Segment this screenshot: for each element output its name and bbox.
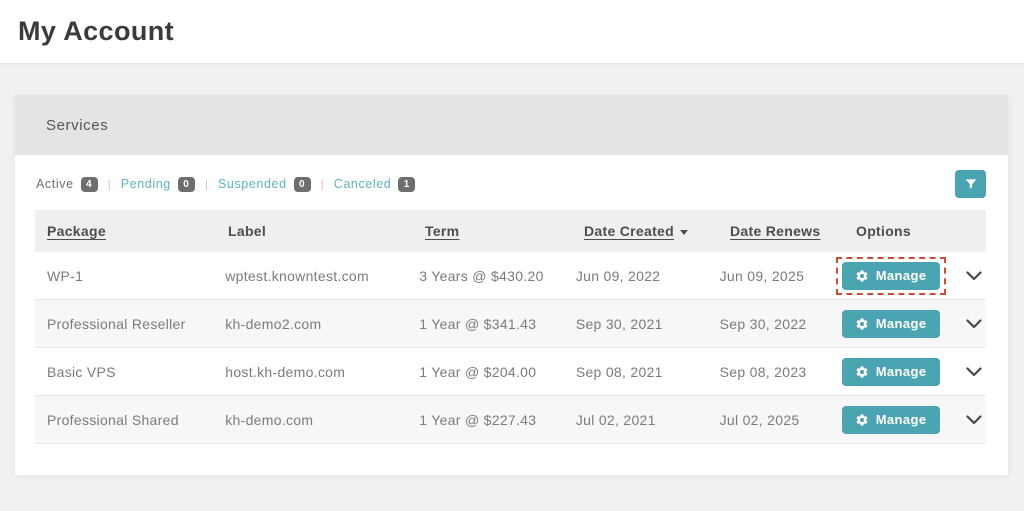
- cell-term: 1 Year @ $341.43: [419, 315, 537, 332]
- panel-header: Services: [15, 95, 1008, 155]
- filter-separator: |: [320, 177, 324, 191]
- cell-date-created: Sep 30, 2021: [575, 315, 663, 332]
- cell-options: Manage: [835, 256, 954, 295]
- status-count-badge: 1: [398, 176, 416, 192]
- column-header-label: Label: [228, 223, 425, 239]
- column-header-date-renews[interactable]: Date Renews: [730, 223, 856, 239]
- gear-icon: [856, 269, 868, 282]
- status-filter-canceled[interactable]: Canceled 1: [333, 176, 416, 192]
- manage-button-label: Manage: [875, 412, 927, 427]
- manage-highlight-box: Manage: [836, 401, 946, 439]
- status-filter-pending[interactable]: Pending 0: [120, 176, 195, 192]
- status-count-badge: 4: [80, 176, 98, 192]
- cell-options: Manage: [841, 353, 954, 391]
- cell-label: wptest.knowntest.com: [225, 267, 369, 284]
- filter-separator: |: [107, 177, 111, 191]
- table-body: WP-1 wptest.knowntest.com 3 Years @ $430…: [35, 252, 986, 444]
- cell-expand: [954, 411, 986, 429]
- expand-row-button[interactable]: [962, 411, 986, 429]
- cell-expand: [954, 315, 986, 333]
- status-filter-label: Suspended: [217, 177, 287, 191]
- status-filter-label: Active: [36, 177, 74, 191]
- cell-label: kh-demo2.com: [225, 315, 322, 332]
- manage-button[interactable]: Manage: [841, 309, 940, 338]
- status-filters: Active 4 | Pending 0 | Suspended 0 | Can…: [36, 176, 416, 192]
- cell-expand: [954, 267, 986, 285]
- gear-icon: [856, 413, 868, 426]
- manage-button[interactable]: Manage: [841, 405, 940, 434]
- table-header-row: Package Label Term Date Created Date Ren…: [35, 210, 986, 252]
- expand-row-button[interactable]: [962, 363, 986, 381]
- column-header-label: Options: [856, 223, 911, 239]
- cell-expand: [954, 363, 986, 381]
- manage-button-label: Manage: [875, 364, 927, 379]
- funnel-icon: [965, 179, 976, 189]
- status-count-badge: 0: [177, 176, 195, 192]
- cell-date-created: Sep 08, 2021: [575, 363, 663, 380]
- manage-button-label: Manage: [875, 316, 927, 331]
- filter-separator: |: [204, 177, 208, 191]
- column-header-label: Date Renews: [730, 223, 821, 239]
- column-header-package[interactable]: Package: [35, 223, 228, 239]
- cell-date-created: Jul 02, 2021: [575, 411, 656, 428]
- cell-term: 1 Year @ $227.43: [419, 411, 537, 428]
- column-header-label: Date Created: [584, 223, 674, 239]
- manage-button[interactable]: Manage: [841, 357, 940, 386]
- chevron-down-icon: [966, 270, 982, 280]
- gear-icon: [856, 365, 868, 378]
- expand-row-button[interactable]: [962, 267, 986, 285]
- cell-package: Professional Shared: [47, 411, 179, 428]
- cell-package: Basic VPS: [47, 363, 116, 380]
- cell-term: 1 Year @ $204.00: [419, 363, 537, 380]
- services-table: Package Label Term Date Created Date Ren…: [35, 210, 986, 444]
- status-filter-label: Canceled: [333, 177, 392, 191]
- manage-button[interactable]: Manage: [841, 261, 940, 290]
- column-header-date-created[interactable]: Date Created: [584, 223, 730, 239]
- chevron-down-icon: [966, 366, 982, 376]
- panel-title: Services: [46, 116, 109, 134]
- cell-package: WP-1: [47, 267, 84, 284]
- column-header-options: Options: [856, 223, 968, 239]
- table-row: Professional Shared kh-demo.com 1 Year @…: [35, 396, 986, 444]
- filter-row: Active 4 | Pending 0 | Suspended 0 | Can…: [35, 155, 986, 210]
- cell-term: 3 Years @ $430.20: [419, 267, 544, 284]
- column-header-label: Label: [228, 223, 267, 239]
- status-filter-active[interactable]: Active 4: [36, 176, 98, 192]
- filter-button[interactable]: [955, 170, 986, 198]
- cell-label: host.kh-demo.com: [225, 363, 346, 380]
- status-filter-label: Pending: [120, 177, 171, 191]
- table-row: Professional Reseller kh-demo2.com 1 Yea…: [35, 300, 986, 348]
- manage-highlight-box: Manage: [836, 353, 946, 391]
- cell-date-renews: Jul 02, 2025: [719, 411, 800, 428]
- manage-highlight-box: Manage: [835, 256, 946, 295]
- status-filter-suspended[interactable]: Suspended 0: [217, 176, 311, 192]
- cell-options: Manage: [841, 305, 954, 343]
- table-row: Basic VPS host.kh-demo.com 1 Year @ $204…: [35, 348, 986, 396]
- chevron-down-icon: [966, 318, 982, 328]
- table-row: WP-1 wptest.knowntest.com 3 Years @ $430…: [35, 252, 986, 300]
- cell-label: kh-demo.com: [225, 411, 314, 428]
- cell-date-renews: Sep 08, 2023: [719, 363, 807, 380]
- column-header-label: Term: [425, 223, 460, 239]
- manage-highlight-box: Manage: [836, 305, 946, 343]
- cell-date-created: Jun 09, 2022: [575, 267, 661, 284]
- column-header-label: Package: [47, 223, 106, 239]
- cell-date-renews: Jun 09, 2025: [719, 267, 805, 284]
- cell-options: Manage: [841, 401, 954, 439]
- cell-package: Professional Reseller: [47, 315, 186, 332]
- cell-date-renews: Sep 30, 2022: [719, 315, 807, 332]
- sort-caret-icon: [679, 229, 688, 235]
- panel-body: Active 4 | Pending 0 | Suspended 0 | Can…: [15, 155, 1008, 444]
- page-title: My Account: [18, 16, 175, 46]
- page-header: My Account: [0, 0, 1024, 63]
- services-panel: Services Active 4 | Pending 0 | Suspende…: [15, 95, 1008, 475]
- status-count-badge: 0: [293, 176, 311, 192]
- chevron-down-icon: [966, 414, 982, 424]
- column-header-term[interactable]: Term: [425, 223, 584, 239]
- gear-icon: [856, 317, 868, 330]
- expand-row-button[interactable]: [962, 315, 986, 333]
- manage-button-label: Manage: [875, 268, 927, 283]
